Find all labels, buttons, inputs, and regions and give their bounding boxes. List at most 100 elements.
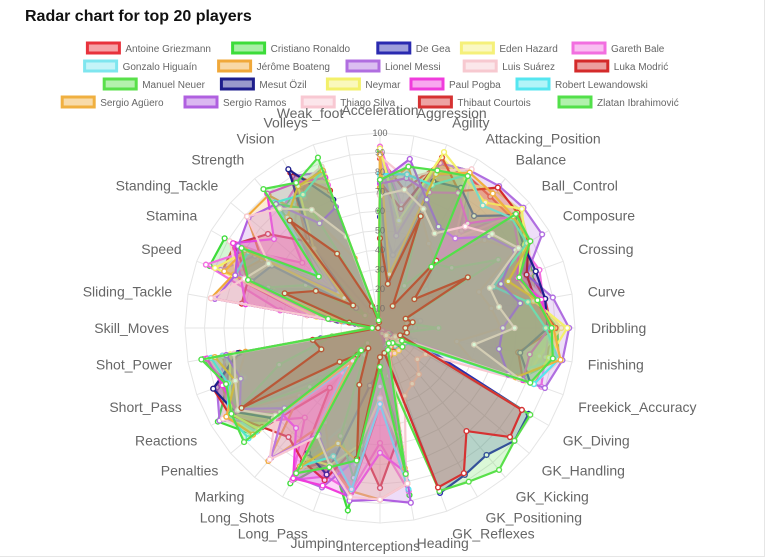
data-point-robert-lewandowski-dribbling[interactable] <box>542 324 549 332</box>
legend-swatch-thiago-silva[interactable] <box>300 95 336 109</box>
legend-swatch-zlatan-ibrahimovic[interactable] <box>557 95 593 109</box>
legend-item-cristiano-ronaldo[interactable]: Cristiano Ronaldo <box>271 44 351 55</box>
data-point-thibaut-courtois-gk-kicking[interactable] <box>463 427 470 435</box>
data-point-thibaut-courtois-freekick-accuracy[interactable] <box>397 332 404 339</box>
data-point-manuel-neuer-ball-control[interactable] <box>448 264 455 271</box>
data-point-zlatan-ibrahimovic-weak-foot[interactable] <box>375 317 382 324</box>
data-point-thibaut-courtois-skill-moves[interactable] <box>374 324 382 332</box>
data-point-antoine-griezmann-marking[interactable] <box>326 384 333 391</box>
data-point-manuel-neuer-composure[interactable] <box>495 256 502 263</box>
legend-swatch-gareth-bale[interactable] <box>571 41 607 55</box>
data-point-zlatan-ibrahimovic-agility[interactable] <box>434 167 441 174</box>
data-point-lionel-messi-composure[interactable] <box>539 231 546 238</box>
data-point-lionel-messi-curve[interactable] <box>549 294 556 301</box>
data-point-thiago-silva-balance[interactable] <box>462 223 469 230</box>
data-point-eden-hazard-finishing[interactable] <box>536 353 543 360</box>
data-point-thibaut-courtois-crossing[interactable] <box>402 315 409 322</box>
legend-swatch-neymar[interactable] <box>325 77 361 91</box>
data-point-gareth-bale-marking[interactable] <box>301 414 308 421</box>
data-point-zlatan-ibrahimovic-long-shots[interactable] <box>293 470 300 477</box>
data-point-zlatan-ibrahimovic-freekick-accuracy[interactable] <box>527 379 534 386</box>
legend-swatch-luis-suarez[interactable] <box>462 59 498 73</box>
data-point-thiago-silva-sliding-tackle[interactable] <box>207 295 215 302</box>
data-point-luis-suarez-gk-kicking[interactable] <box>415 371 422 378</box>
data-point-gareth-bale-speed[interactable] <box>202 261 210 268</box>
data-point-mesut-ozil-crossing[interactable] <box>532 268 539 275</box>
data-point-neymar-dribbling[interactable] <box>564 324 571 332</box>
data-point-lionel-messi-aggression[interactable] <box>393 232 400 239</box>
legend-swatch-sergio-ramos[interactable] <box>183 95 219 109</box>
data-point-luis-suarez-gk-positioning[interactable] <box>409 380 416 387</box>
legend-item-lionel-messi[interactable]: Lionel Messi <box>385 62 441 73</box>
data-point-zlatan-ibrahimovic-finishing[interactable] <box>549 355 556 362</box>
data-point-paul-pogba-interceptions[interactable] <box>376 449 384 456</box>
data-point-manuel-neuer-interceptions[interactable] <box>376 383 384 390</box>
data-point-cristiano-ronaldo-stamina[interactable] <box>221 235 228 242</box>
data-point-gareth-bale-balance[interactable] <box>458 227 465 235</box>
data-point-sergio-ramos-finishing[interactable] <box>495 345 503 353</box>
data-point-de-gea-curve[interactable] <box>417 317 424 324</box>
data-point-sergio-ramos-curve[interactable] <box>517 300 524 307</box>
data-point-luis-suarez-gk-handling[interactable] <box>414 356 421 363</box>
legend-item-luis-suarez[interactable]: Luis Suárez <box>502 62 555 73</box>
data-point-luka-modric-standing-tackle[interactable] <box>264 230 272 238</box>
legend-item-manuel-neuer[interactable]: Manuel Neuer <box>142 80 205 91</box>
data-point-de-gea-gk-kicking[interactable] <box>483 451 490 459</box>
data-point-manuel-neuer-long-pass[interactable] <box>337 433 344 440</box>
legend-swatch-antoine-griezmann[interactable] <box>85 41 121 55</box>
data-point-sergio-aguero-acceleration[interactable] <box>376 151 384 158</box>
data-point-manuel-neuer-gk-diving[interactable] <box>527 411 534 418</box>
data-point-zlatan-ibrahimovic-marking[interactable] <box>358 347 365 354</box>
data-point-thibaut-courtois-strength[interactable] <box>286 217 293 224</box>
data-point-mesut-ozil-finishing[interactable] <box>517 349 524 356</box>
data-point-sergio-ramos-speed[interactable] <box>232 272 239 279</box>
data-point-luka-modric-aggression[interactable] <box>397 205 405 213</box>
legend-item-luka-modric[interactable]: Luka Modrić <box>614 62 668 73</box>
data-point-thibaut-courtois-short-pass[interactable] <box>318 346 325 353</box>
data-point-mesut-ozil-long-pass[interactable] <box>323 471 330 478</box>
data-point-sergio-ramos-aggression[interactable] <box>406 155 413 163</box>
legend-swatch-jerome-boateng[interactable] <box>217 59 253 73</box>
data-point-zlatan-ibrahimovic-curve[interactable] <box>534 297 541 304</box>
data-point-thiago-silva-jumping[interactable] <box>347 493 354 501</box>
data-point-robert-lewandowski-jumping[interactable] <box>348 486 355 493</box>
data-point-thibaut-courtois-long-pass[interactable] <box>356 381 363 388</box>
data-point-thibaut-courtois-gk-reflexes[interactable] <box>434 484 442 491</box>
legend-item-sergio-aguero[interactable]: Sergio Agüero <box>100 98 164 109</box>
legend-swatch-manuel-neuer[interactable] <box>102 77 138 91</box>
data-point-paul-pogba-long-shots[interactable] <box>290 475 297 482</box>
data-point-jerome-boateng-attacking-position[interactable] <box>425 240 432 247</box>
series-zlatan-ibrahimovic[interactable] <box>198 154 556 478</box>
data-point-de-gea-aggression[interactable] <box>389 251 396 259</box>
data-point-zlatan-ibrahimovic-vision[interactable] <box>293 179 300 186</box>
data-point-thiago-silva-finishing[interactable] <box>470 341 478 348</box>
data-point-zlatan-ibrahimovic-dribbling[interactable] <box>548 324 555 332</box>
data-point-zlatan-ibrahimovic-attacking-position[interactable] <box>464 172 471 180</box>
data-point-thibaut-courtois-interceptions[interactable] <box>376 354 384 361</box>
data-point-zlatan-ibrahimovic-interceptions[interactable] <box>376 363 384 371</box>
data-point-thibaut-courtois-gk-handling[interactable] <box>506 433 514 441</box>
legend-swatch-cristiano-ronaldo[interactable] <box>231 41 267 55</box>
data-point-luka-modric-crossing[interactable] <box>523 271 530 278</box>
data-point-sergio-ramos-vision[interactable] <box>316 220 323 227</box>
data-point-thibaut-courtois-standing-tackle[interactable] <box>350 302 357 309</box>
data-point-neymar-acceleration[interactable] <box>376 145 384 152</box>
data-point-robert-lewandowski-curve[interactable] <box>524 298 531 306</box>
data-point-thiago-silva-agility[interactable] <box>420 205 427 212</box>
data-point-paul-pogba-standing-tackle[interactable] <box>270 235 278 243</box>
data-point-cristiano-ronaldo-jumping[interactable] <box>344 507 351 514</box>
legend-item-robert-lewandowski[interactable]: Robert Lewandowski <box>555 80 648 91</box>
data-point-thiago-silva-interceptions[interactable] <box>376 496 384 503</box>
data-point-gareth-bale-standing-tackle[interactable] <box>299 259 306 266</box>
data-point-sergio-ramos-balance[interactable] <box>452 235 459 242</box>
data-point-zlatan-ibrahimovic-volleys[interactable] <box>314 154 322 161</box>
data-point-thiago-silva-strength[interactable] <box>276 205 283 212</box>
data-point-zlatan-ibrahimovic-heading[interactable] <box>402 470 409 478</box>
legend-swatch-luka-modric[interactable] <box>574 59 610 73</box>
data-point-zlatan-ibrahimovic-composure[interactable] <box>527 238 534 245</box>
legend-item-gareth-bale[interactable]: Gareth Bale <box>611 44 665 55</box>
legend-item-sergio-ramos[interactable]: Sergio Ramos <box>223 98 286 109</box>
data-point-luka-modric-long-pass[interactable] <box>321 476 328 484</box>
data-point-paul-pogba-stamina[interactable] <box>229 240 237 247</box>
data-point-lionel-messi-freekick-accuracy[interactable] <box>541 384 549 392</box>
